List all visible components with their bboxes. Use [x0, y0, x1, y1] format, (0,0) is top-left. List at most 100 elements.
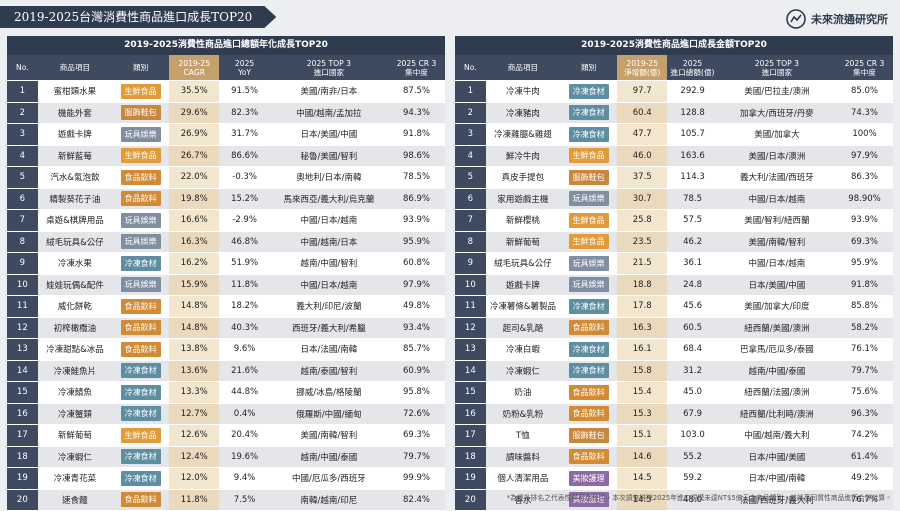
table-cell: 69.3%: [388, 424, 445, 447]
table-row: 20 速食麵 食品飲料 11.8% 7.5% 南韓/越南/印尼 82.4%: [7, 489, 445, 511]
table-cell: 11.8%: [169, 489, 220, 511]
rank-cell: 16: [455, 403, 486, 425]
category-cell: 玩具娛樂: [560, 188, 618, 210]
table-cell: 中國/越南/日本: [269, 231, 389, 253]
table-cell: 14.8%: [169, 295, 220, 318]
table-cell: 冷凍水果: [37, 252, 113, 275]
table-cell: 105.7: [667, 123, 718, 146]
category-cell: 冷凍食材: [560, 338, 618, 361]
table-row: 2 冷凍豬肉 冷凍食材 60.4 128.8 加拿大/西班牙/丹麥 74.3%: [455, 102, 893, 124]
table-cell: 中國/日本/越南: [717, 188, 837, 210]
category-tag: 食品飲料: [568, 384, 609, 400]
table-cell: 98.90%: [836, 188, 893, 210]
category-cell: 玩具娛樂: [112, 274, 170, 296]
table-row: 15 奶油 食品飲料 15.4 45.0 紐西蘭/法國/澳洲 75.6%: [455, 381, 893, 404]
table-cell: 越南/中國/泰國: [269, 446, 389, 468]
table-cell: 奧地利/日本/南韓: [269, 166, 389, 189]
table-cell: 美國/南韓/智利: [269, 424, 389, 447]
table-cell: 79.7%: [836, 360, 893, 382]
category-cell: 玩具娛樂: [560, 252, 618, 275]
rank-cell: 12: [455, 317, 486, 339]
table-cell: 25.8: [617, 209, 668, 232]
table-cell: 冷凍薯條&薯製品: [485, 295, 561, 318]
table-cell: 74.3%: [836, 102, 893, 124]
table-cell: 30.7: [617, 188, 668, 210]
category-tag: 食品飲料: [120, 169, 161, 185]
table-cell: 香水: [485, 489, 561, 511]
table-row: 19 個人清潔用品 美妝護理 14.5 59.2 日本/中國/南韓 49.2%: [455, 467, 893, 490]
table-row: 7 桌遊&棋牌用品 玩具娛樂 16.6% -2.9% 中國/日本/越南 93.9%: [7, 209, 445, 232]
rank-cell: 14: [7, 360, 38, 382]
table-cell: 24.8: [667, 274, 718, 296]
table-cell: 13.3%: [169, 381, 220, 404]
table-cell: 95.9%: [836, 252, 893, 275]
rank-cell: 1: [455, 80, 486, 103]
table-cell: 95.9%: [388, 231, 445, 253]
table-cell: 越南/中國/泰國: [717, 360, 837, 382]
table-cell: 日本/美國/中國: [269, 123, 389, 146]
table-row: 14 冷凍鮭魚片 冷凍食材 13.6% 21.6% 越南/泰國/智利 60.9%: [7, 360, 445, 382]
category-tag: 冷凍食材: [120, 363, 161, 379]
table-cell: 12.4%: [169, 446, 220, 468]
category-cell: 食品飲料: [112, 338, 170, 361]
rank-cell: 11: [7, 295, 38, 318]
table-cell: 93.9%: [836, 209, 893, 232]
table-cell: 21.5: [617, 252, 668, 275]
category-tag: 冷凍食材: [568, 83, 609, 99]
table-cell: 23.5: [617, 231, 668, 253]
category-cell: 食品飲料: [112, 317, 170, 339]
category-tag: 生鮮食品: [568, 234, 609, 250]
table-panel: 2019-2025消費性商品進口總額年化成長TOP20 No. 商品項目 類別 2019…: [7, 36, 445, 511]
table-cell: 85.0%: [836, 80, 893, 103]
category-tag: 冷凍食材: [120, 255, 161, 271]
table-row: 20 香水 美妝護理 14.5 48.0 法國/西班牙/義大利 76.7%: [455, 489, 893, 511]
table-cell: 68.4: [667, 338, 718, 361]
category-cell: 冷凍食材: [112, 467, 170, 490]
table-cell: 16.3: [617, 317, 668, 339]
category-cell: 服飾鞋包: [560, 424, 618, 447]
table-cell: 13.6%: [169, 360, 220, 382]
table-row: 3 冷凍雞腿&雞翅 冷凍食材 47.7 105.7 美國/加拿大 100%: [455, 123, 893, 146]
column-header: No.: [455, 55, 486, 81]
table-cell: 俄羅斯/中國/緬甸: [269, 403, 389, 425]
table-cell: 82.3%: [219, 102, 270, 124]
rank-cell: 4: [7, 145, 38, 167]
table-cell: 法國/西班牙/義大利: [717, 489, 837, 511]
table-cell: 87.5%: [388, 80, 445, 103]
table-cell: 78.5: [667, 188, 718, 210]
table-row: 19 冷凍青花菜 冷凍食材 12.0% 9.4% 中國/厄瓜多/西班牙 99.9%: [7, 467, 445, 490]
category-tag: 食品飲料: [120, 341, 161, 357]
table-cell: 新鮮藍莓: [37, 145, 113, 167]
table-row: 9 冷凍水果 冷凍食材 16.2% 51.9% 越南/中國/智利 60.8%: [7, 252, 445, 275]
table-cell: 46.8%: [219, 231, 270, 253]
table-cell: 14.5: [617, 489, 668, 511]
table-cell: 12.6%: [169, 424, 220, 447]
rank-cell: 5: [455, 166, 486, 189]
category-cell: 服飾鞋包: [560, 166, 618, 189]
table-cell: 美國/智利/紐西蘭: [717, 209, 837, 232]
table-cell: 60.9%: [388, 360, 445, 382]
rank-cell: 7: [7, 209, 38, 232]
category-tag: 食品飲料: [568, 320, 609, 336]
table-cell: 美國/南非/日本: [269, 80, 389, 103]
table-cell: 越南/泰國/智利: [269, 360, 389, 382]
category-cell: 食品飲料: [560, 381, 618, 404]
table-cell: 馬來西亞/義大利/烏克蘭: [269, 188, 389, 210]
table-cell: 57.5: [667, 209, 718, 232]
table-cell: 18.2%: [219, 295, 270, 318]
category-tag: 食品飲料: [120, 191, 161, 207]
table-cell: 新鮮葡萄: [37, 424, 113, 447]
data-table: 2019-2025消費性商品進口成長金額TOP20 No. 商品項目 類別 2019-2…: [455, 36, 893, 511]
rank-cell: 10: [7, 274, 38, 296]
category-cell: 食品飲料: [560, 403, 618, 425]
table-cell: 9.6%: [219, 338, 270, 361]
rank-cell: 1: [7, 80, 38, 103]
table-row: 11 威化餅乾 食品飲料 14.8% 18.2% 義大利/印尼/波蘭 49.8%: [7, 295, 445, 318]
table-row: 13 冷凍甜點&冰品 食品飲料 13.8% 9.6% 日本/法國/南韓 85.7%: [7, 338, 445, 361]
table-cell: 91.5%: [219, 80, 270, 103]
rank-cell: 17: [7, 424, 38, 447]
category-cell: 生鮮食品: [112, 145, 170, 167]
brand: 未來流通研究所: [786, 9, 888, 29]
rank-cell: 2: [7, 102, 38, 124]
